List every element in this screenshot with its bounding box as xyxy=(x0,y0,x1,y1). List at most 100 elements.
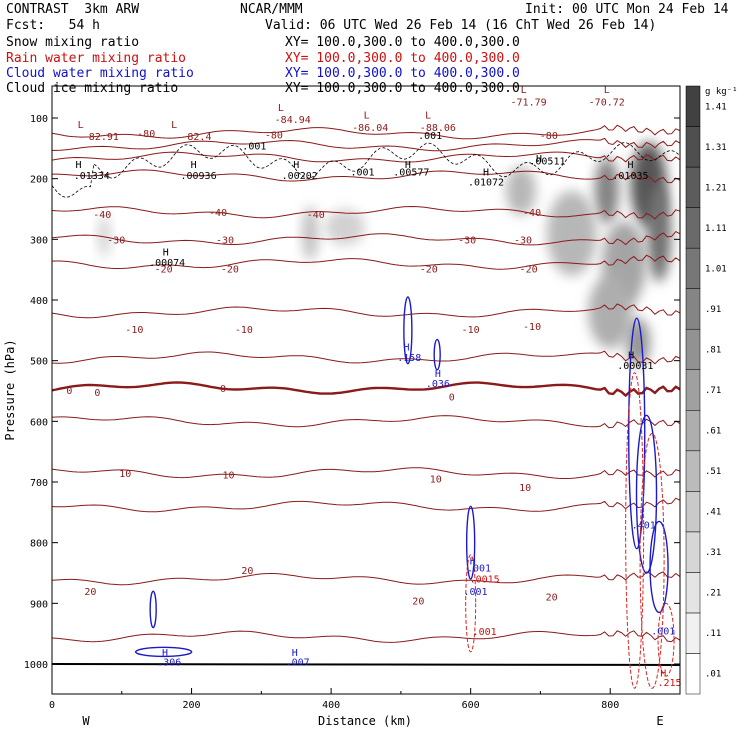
colorbar-box-14 xyxy=(685,85,701,127)
extremum-label-44: H xyxy=(162,648,168,659)
extremum-label-8: L xyxy=(425,110,431,121)
extremum-label-15: .001 xyxy=(418,131,442,142)
extremum-label-16: .001 xyxy=(350,167,374,178)
temp-label-0: -80 xyxy=(137,129,155,140)
extremum-label-27: H xyxy=(536,154,542,165)
extremum-label-47: .007 xyxy=(286,658,310,669)
extremum-label-13: -70.72 xyxy=(589,98,625,109)
extremum-label-25: H xyxy=(483,167,489,178)
extremum-label-28: .00511 xyxy=(529,156,565,167)
colorbar-label-1: .11 xyxy=(705,629,721,639)
extremum-label-20: .00936 xyxy=(180,171,216,182)
axis-layer: 0 200 400 600 800100200300400500600700800900… xyxy=(24,114,680,711)
legend-rain-xy: XY= 100.0,300.0 to 400.0,300.0 xyxy=(285,51,520,66)
legend-snow-xy: XY= 100.0,300.0 to 400.0,300.0 xyxy=(285,35,520,50)
colorbar-box-2 xyxy=(685,572,701,614)
temp-label-13: -20 xyxy=(420,264,438,275)
y-axis-label: Pressure (hPa) xyxy=(3,339,17,440)
x-tick-label-0: 0 xyxy=(49,700,55,711)
temp-contour-0 xyxy=(52,381,680,398)
ice-shade-5 xyxy=(505,166,536,216)
cloud-outline-1 xyxy=(433,338,441,371)
valid-time: Valid: 06 UTC Wed 26 Feb 14 (16 ChT Wed … xyxy=(265,18,657,33)
temp-label-23: 10 xyxy=(119,469,131,480)
ice-shading-layer xyxy=(98,142,672,367)
x-tick-label-600: 600 xyxy=(462,700,480,711)
colorbar-label-12: 1.21 xyxy=(705,183,727,193)
temp-label-1: -80 xyxy=(265,130,283,141)
extremum-label-9: -88.06 xyxy=(420,123,456,134)
extremum-label-40: .001 xyxy=(467,564,491,575)
colorbar-label-11: 1.11 xyxy=(705,224,727,234)
cloud-outline-2 xyxy=(465,505,476,580)
extremum-label-35: H xyxy=(403,343,409,354)
extremum-label-26: .01072 xyxy=(468,178,504,189)
legend-cloud-xy: XY= 100.0,300.0 to 400.0,300.0 xyxy=(285,66,520,81)
temp-label-15: -10 xyxy=(125,325,143,336)
colorbar-label-6: .61 xyxy=(705,427,721,437)
y-tick-label-500: 500 xyxy=(30,357,48,368)
cloud-outline-4 xyxy=(134,646,193,658)
y-tick-label-800: 800 xyxy=(30,539,48,550)
east-end-label: E xyxy=(656,714,663,728)
extremum-label-30: .01035 xyxy=(612,171,648,182)
extremum-label-2: L xyxy=(171,120,177,131)
temp-label-22: 0 xyxy=(449,392,455,403)
extremum-label-1: -82.91 xyxy=(83,132,119,143)
extremum-label-45: .306 xyxy=(157,658,181,669)
cloud-outline-6 xyxy=(635,414,658,574)
temp-label-25: 10 xyxy=(430,474,442,485)
ice-shade-6 xyxy=(588,275,633,349)
colorbar-label-0: .01 xyxy=(705,670,721,680)
legend-ice-xy: XY= 100.0,300.0 to 400.0,300.0 xyxy=(285,81,520,96)
y-tick-label-200: 200 xyxy=(30,175,48,186)
temp-contour--40 xyxy=(52,205,680,220)
cloud-outline-0 xyxy=(403,296,413,365)
x-axis-label: Distance (km) xyxy=(318,714,412,728)
plot-frame xyxy=(51,85,681,695)
temp-label-9: -30 xyxy=(458,235,476,246)
temp-label-19: 0 xyxy=(66,386,72,397)
extremum-label-21: H xyxy=(293,160,299,171)
colorbar: .01 .11 .21 .31 .41 .51 .61 .71 .81 .91 1.01 1.11 1.… xyxy=(685,85,727,695)
extremum-label-42: .001 xyxy=(464,587,488,598)
temperature-contour-layer xyxy=(52,124,680,666)
rain-outline-1 xyxy=(625,372,645,689)
extremum-label-33: H xyxy=(628,351,634,362)
ice-shade-2 xyxy=(647,184,672,282)
extremum-label-12: L xyxy=(604,85,610,96)
extremum-label-24: .00577 xyxy=(393,167,429,178)
legend-rain-label: Rain water mixing ratio xyxy=(6,51,187,66)
temp-contour--5 xyxy=(52,350,680,365)
extremum-label-39: H xyxy=(470,556,476,567)
extremum-label-3: -82.4 xyxy=(181,132,211,143)
y-tick-label-100: 100 xyxy=(30,114,48,125)
temp-label-30: 20 xyxy=(546,593,558,604)
colorbar-box-1 xyxy=(685,612,701,654)
temp-contour-15 xyxy=(52,497,680,513)
temp-contour--20 xyxy=(52,254,680,270)
temp-label-11: -20 xyxy=(155,264,173,275)
colorbar-box-8 xyxy=(685,328,701,370)
extremum-label-48: .401 xyxy=(632,520,656,531)
temp-label-7: -30 xyxy=(107,235,125,246)
temp-contour--10 xyxy=(52,303,680,319)
extremum-label-43: .001 xyxy=(473,627,497,638)
temp-contour--50 xyxy=(52,169,680,184)
forecast-hour: Fcst: 54 h xyxy=(6,18,100,33)
snow-contour xyxy=(52,142,680,198)
x-tick-label-400: 400 xyxy=(322,700,340,711)
legend-cloud-label: Cloud water mixing ratio xyxy=(6,66,194,81)
temp-label-17: -10 xyxy=(462,325,480,336)
temp-label-24: 10 xyxy=(223,471,235,482)
contour-label-layer: -80 -80 -80 -40 -40 -40 -40 -30 -30 -30 -30 -20 -20 -… xyxy=(66,85,681,689)
colorbar-label-8: .81 xyxy=(705,345,721,355)
ice-shade-9 xyxy=(325,209,366,246)
extremum-label-31: H xyxy=(163,247,169,258)
extremum-label-34: .00031 xyxy=(617,361,653,372)
legend-ice-label: Cloud ice mixing ratio xyxy=(6,81,179,96)
extremum-label-29: H xyxy=(627,160,633,171)
colorbar-unit: g kg⁻¹ xyxy=(705,87,738,97)
colorbar-box-0 xyxy=(685,653,701,695)
colorbar-label-7: .71 xyxy=(705,386,721,396)
